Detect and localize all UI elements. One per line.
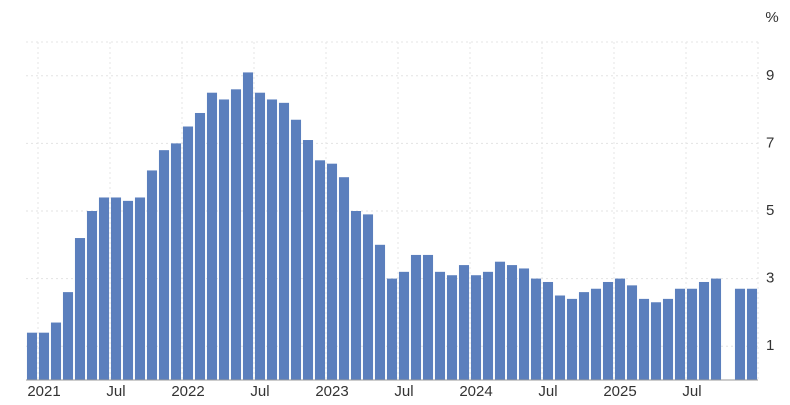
bar: [98, 197, 110, 380]
bar: [74, 238, 86, 380]
bar: [278, 102, 290, 380]
bar: [290, 119, 302, 381]
bar: [218, 99, 230, 381]
bar: [482, 271, 494, 380]
y-tick-label: 7: [766, 134, 774, 151]
bar: [698, 281, 710, 380]
bar: [710, 278, 722, 380]
bar: [110, 197, 122, 380]
bar: [338, 177, 350, 380]
bar: [566, 298, 578, 380]
x-tick-label: 2021: [27, 383, 60, 400]
bar: [206, 92, 218, 380]
bar: [266, 99, 278, 381]
bar: [554, 295, 566, 380]
y-tick-label: 5: [766, 202, 774, 219]
bar: [26, 332, 38, 380]
bar: [530, 278, 542, 380]
x-tick-label: Jul: [106, 383, 125, 400]
bar: [50, 322, 62, 380]
bar: [134, 197, 146, 380]
x-tick-label: 2025: [603, 383, 636, 400]
y-tick-label: 1: [766, 337, 774, 354]
bar: [230, 89, 242, 380]
bar: [122, 200, 134, 380]
bar: [590, 288, 602, 380]
bar: [326, 163, 338, 380]
bar: [518, 268, 530, 380]
x-tick-label: Jul: [250, 383, 269, 400]
bar: [746, 288, 758, 380]
bar: [302, 140, 314, 380]
bar: [362, 214, 374, 380]
bar: [170, 143, 182, 380]
x-tick-label: 2022: [171, 383, 204, 400]
bar: [350, 211, 362, 380]
bar: [734, 288, 746, 380]
bar: [398, 271, 410, 380]
bar: [314, 160, 326, 380]
bar: [38, 332, 50, 380]
bar: [542, 281, 554, 380]
x-tick-label: Jul: [394, 383, 413, 400]
bar: [638, 298, 650, 380]
bar: [506, 265, 518, 380]
bar: [578, 292, 590, 380]
bar: [626, 285, 638, 380]
y-tick-label: 9: [766, 67, 774, 84]
bar: [254, 92, 266, 380]
x-tick-label: Jul: [538, 383, 557, 400]
bar: [434, 271, 446, 380]
bar: [602, 281, 614, 380]
bar: [470, 275, 482, 380]
bar: [146, 170, 158, 380]
bar: [62, 292, 74, 380]
bar: [674, 288, 686, 380]
y-axis-unit: %: [765, 9, 778, 26]
bar: [446, 275, 458, 380]
bar: [686, 288, 698, 380]
x-tick-label: 2024: [459, 383, 492, 400]
bar: [662, 298, 674, 380]
bar: [614, 278, 626, 380]
bar: [410, 254, 422, 380]
bar: [458, 265, 470, 380]
bar: [494, 261, 506, 380]
x-tick-label: Jul: [682, 383, 701, 400]
bar: [182, 126, 194, 380]
y-tick-label: 3: [766, 270, 774, 287]
bar: [194, 112, 206, 380]
bar: [386, 278, 398, 380]
bar: [650, 302, 662, 380]
bar: [158, 150, 170, 380]
bar: [422, 254, 434, 380]
bar: [374, 244, 386, 380]
x-tick-label: 2023: [315, 383, 348, 400]
bar: [242, 72, 254, 381]
bar: [86, 211, 98, 380]
